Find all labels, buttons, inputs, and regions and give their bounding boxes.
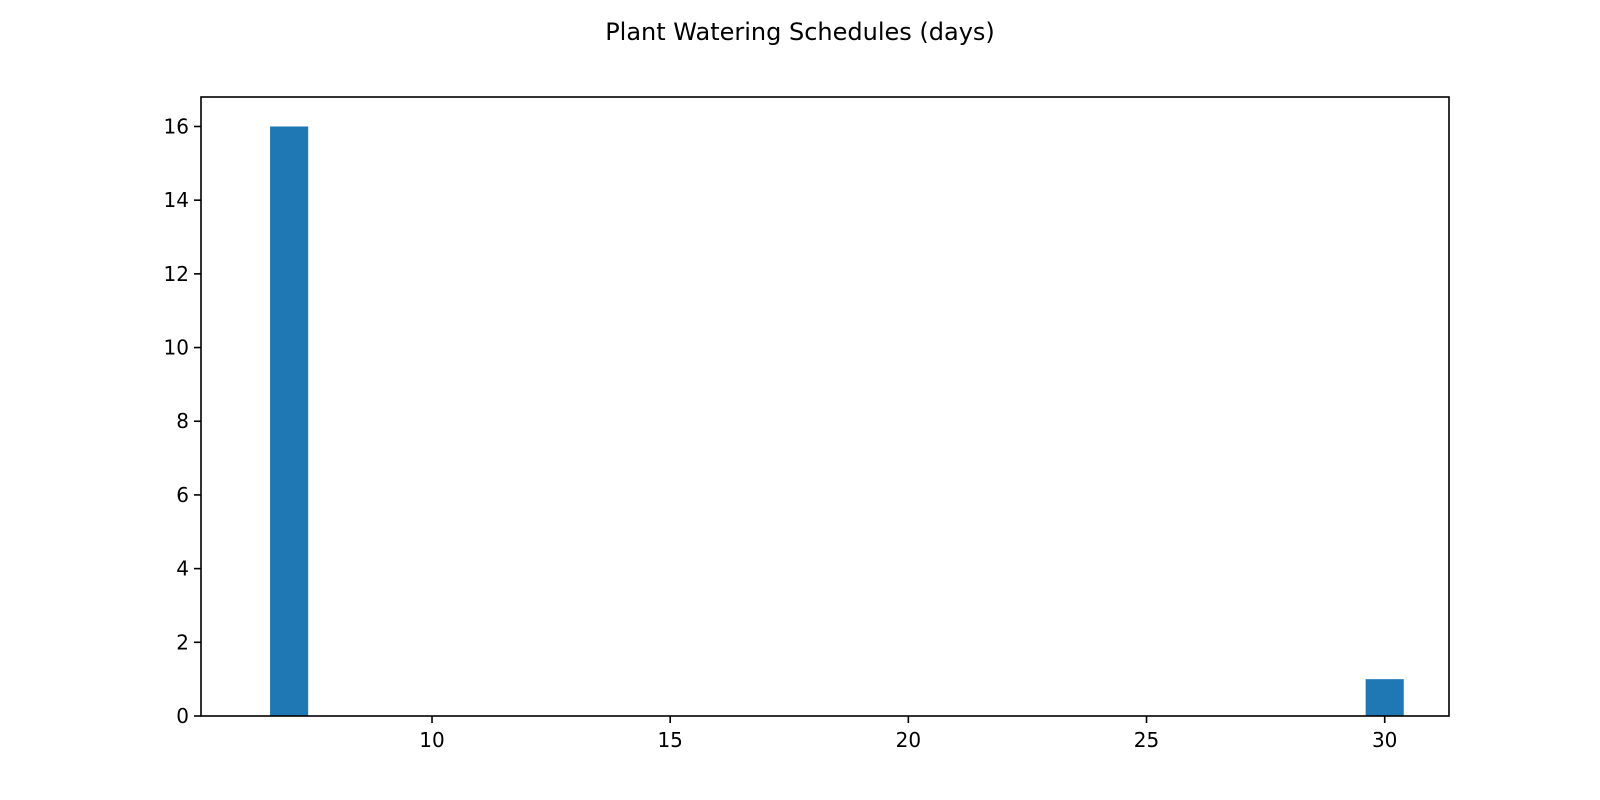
x-tick-label: 30 bbox=[1372, 728, 1397, 752]
y-tick-label: 4 bbox=[176, 557, 189, 581]
y-tick-label: 12 bbox=[164, 262, 189, 286]
y-tick-label: 8 bbox=[176, 409, 189, 433]
y-tick-label: 6 bbox=[176, 483, 189, 507]
chart-title: Plant Watering Schedules (days) bbox=[605, 18, 995, 46]
y-tick-label: 10 bbox=[164, 336, 189, 360]
y-tick-label: 2 bbox=[176, 630, 189, 654]
axes-frame bbox=[200, 96, 1450, 717]
y-tick-label: 14 bbox=[164, 188, 189, 212]
x-tick-label: 20 bbox=[896, 728, 921, 752]
x-tick-label: 25 bbox=[1134, 728, 1159, 752]
y-tick-label: 16 bbox=[164, 114, 189, 138]
histogram-bar bbox=[270, 126, 309, 716]
x-tick-label: 10 bbox=[419, 728, 444, 752]
plot-area: 10 15 20 25 30 0 2 4 6 8 10 12 14 16 bbox=[164, 96, 1450, 752]
x-tick-label: 15 bbox=[657, 728, 682, 752]
histogram-bar bbox=[1365, 679, 1404, 716]
y-tick-label: 0 bbox=[176, 704, 189, 728]
